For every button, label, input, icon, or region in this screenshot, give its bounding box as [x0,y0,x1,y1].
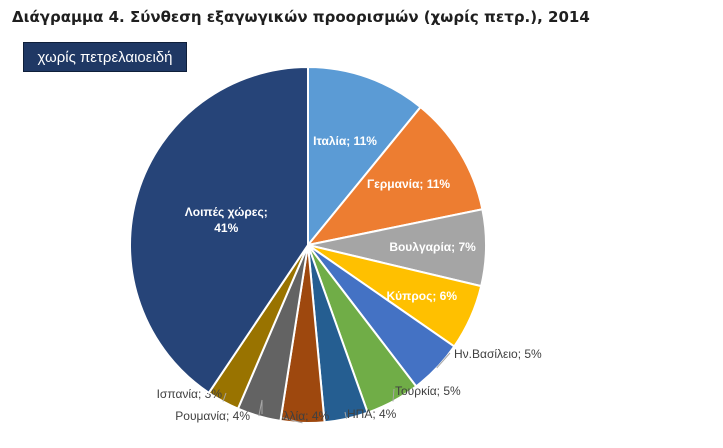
subtitle-badge: χωρίς πετρελαιοειδή [23,42,187,72]
slice-label: Βουλγαρία; 7% [389,240,476,254]
slice-label: Ρουμανία; 4% [175,409,250,423]
slice-label: Ην.Βασίλειο; 5% [454,347,542,361]
pie-slice [129,65,309,395]
leader-line [344,411,347,419]
slice-label: Ιταλία; 11% [313,134,377,148]
slice-label: ΗΠΑ; 4% [347,407,397,421]
chart-title: Διάγραμμα 4. Σύνθεση εξαγωγικών προορισμ… [12,8,590,26]
slice-label: Γαλλία; 4% [270,409,329,423]
pie-slice [305,105,484,247]
leader-line [436,352,451,369]
leader-line [258,399,263,417]
slice-label: Τουρκία; 5% [395,384,461,398]
slice-label: Λοιπές χώρες; [185,205,268,219]
slice-label: Γερμανία; 11% [367,177,450,191]
leader-line [392,388,395,402]
slice-label: 41% [214,221,238,235]
leader-line [222,392,227,402]
slice-label: Κύπρος; 6% [387,289,458,303]
pie-slice [307,65,422,248]
